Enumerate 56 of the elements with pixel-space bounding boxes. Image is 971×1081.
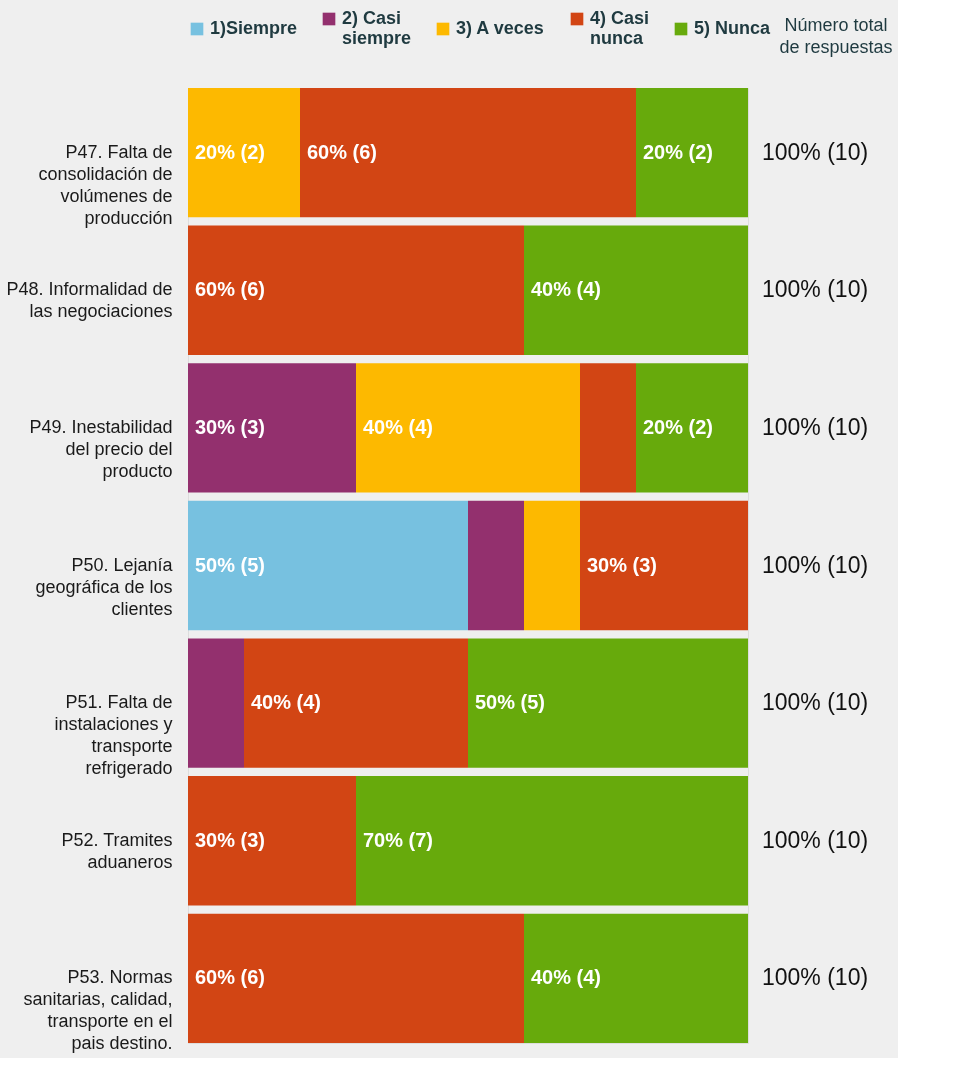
- bar: [188, 363, 356, 493]
- total-label: 100% (10): [762, 276, 869, 303]
- y-tick-label: P51. Falta de instalaciones y transporte refrigerado: [54, 692, 173, 779]
- bar: [300, 88, 636, 218]
- bar: [580, 500, 748, 631]
- bar: [524, 225, 748, 355]
- bar: [356, 363, 580, 493]
- bar: [188, 776, 356, 906]
- total-label: 100% (10): [762, 413, 869, 440]
- legend-label: 1)Siempre: [210, 18, 298, 38]
- y-tick-label: P50. Lejanía geográfica de los clientes: [35, 554, 174, 619]
- total-label: 100% (10): [762, 826, 869, 853]
- bar: [188, 88, 300, 218]
- data-label: 60% (6): [307, 140, 378, 163]
- bar: [636, 363, 748, 493]
- bar: [524, 913, 748, 1043]
- bar: [524, 500, 580, 631]
- data-label: 40% (4): [251, 691, 322, 714]
- total-label: 100% (10): [762, 689, 869, 716]
- bar: [188, 638, 244, 768]
- data-label: 20% (2): [643, 140, 714, 163]
- data-label: 40% (4): [531, 278, 602, 301]
- legend-label: 5) Nunca: [694, 18, 772, 38]
- y-tick-label: P53. Normas sanitarias, calidad, transporte en el pais destino.: [23, 967, 173, 1054]
- y-tick-label: P48. Informalidad de las negociaciones: [6, 279, 173, 322]
- total-label: 100% (10): [762, 551, 869, 578]
- bar: [468, 638, 748, 768]
- total-label: 100% (10): [762, 964, 869, 991]
- data-label: 30% (3): [195, 415, 266, 438]
- bar: [188, 500, 468, 631]
- y-tick-label: P52. Tramites aduaneros: [61, 829, 173, 872]
- y-tick-label: P49. Inestabilidad del precio del producto: [29, 416, 173, 481]
- bar: [188, 913, 524, 1043]
- data-label: 70% (7): [363, 828, 434, 851]
- total-label: 100% (10): [762, 138, 869, 165]
- bar: [580, 363, 636, 493]
- bar: [188, 225, 524, 355]
- bar: [244, 638, 468, 768]
- data-label: 20% (2): [643, 415, 714, 438]
- data-label: 30% (3): [195, 828, 266, 851]
- data-label: 40% (4): [531, 966, 602, 989]
- y-tick-label: P47. Falta de consolidación de volúmenes de producción: [38, 141, 173, 228]
- data-label: 40% (4): [363, 415, 434, 438]
- data-label: 50% (5): [195, 553, 266, 576]
- data-label: 20% (2): [195, 140, 266, 163]
- bar: [636, 88, 748, 218]
- data-label: 30% (3): [587, 553, 658, 576]
- legend-label: 2) Casi siempre: [342, 8, 412, 48]
- data-label: 60% (6): [195, 278, 266, 301]
- text: Número total de respuestas: [779, 15, 893, 57]
- legend-label: 3) A veces: [456, 18, 544, 38]
- bar: [356, 776, 748, 906]
- bar: [468, 500, 524, 631]
- legend-label: 4) Casi nunca: [590, 8, 650, 48]
- data-label: 60% (6): [195, 966, 266, 989]
- data-label: 50% (5): [475, 691, 546, 714]
